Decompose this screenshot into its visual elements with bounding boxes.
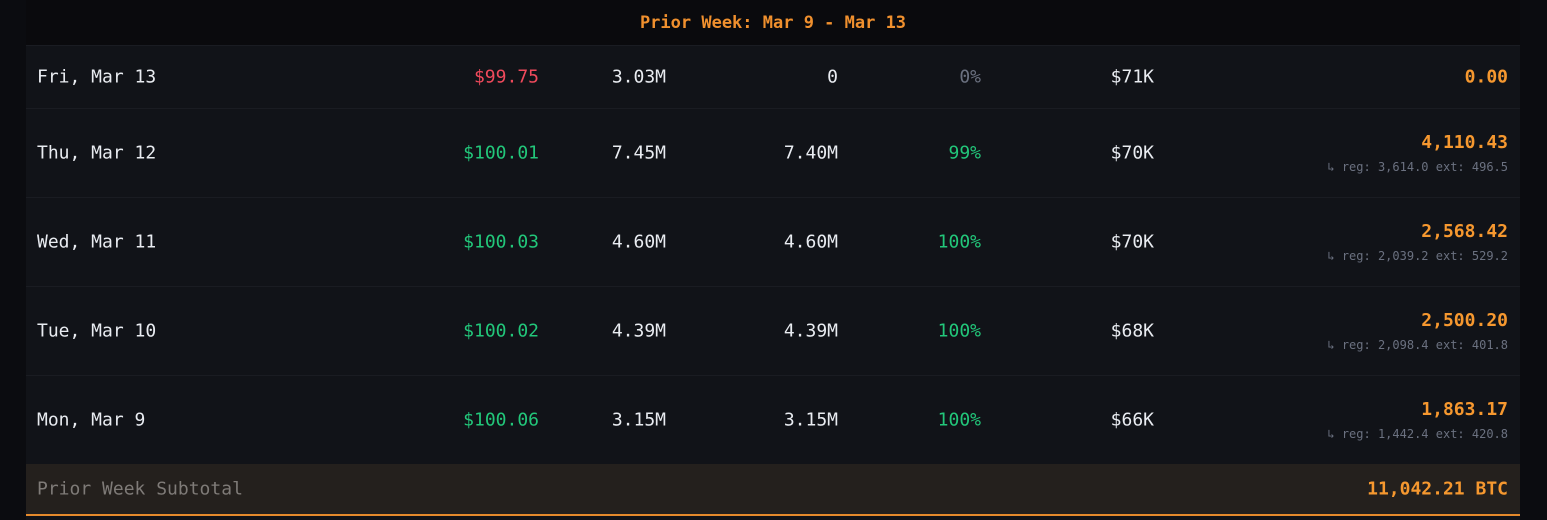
row-price: $100.01 [463,142,539,164]
row-btc-value: 4,110.43 [1421,132,1508,153]
row-volume: 7.45M [611,142,666,164]
row-volume: 4.60M [611,231,666,253]
subtotal-value: 11,042.21 BTC [1367,478,1508,500]
subtotal-row: Prior Week Subtotal 11,042.21 BTC [26,464,1520,516]
row-percent: 99% [948,142,981,164]
row-price: $100.06 [463,409,539,431]
table-row: Fri, Mar 13 $99.75 3.03M 0 0% $71K 0.00 [26,46,1520,109]
row-cap: $68K [1110,320,1154,342]
row-cap: $71K [1110,66,1154,88]
row-btc-detail: ↳ reg: 2,039.2 ext: 529.2 [1327,249,1508,263]
row-date: Wed, Mar 11 [37,231,157,253]
row-cap: $66K [1110,409,1154,431]
row-date: Thu, Mar 12 [37,142,157,164]
row-volume-2: 4.60M [783,231,838,253]
row-volume-2: 0 [827,66,838,88]
row-volume: 3.03M [611,66,666,88]
row-price: $100.02 [463,320,539,342]
row-btc-detail: ↳ reg: 1,442.4 ext: 420.8 [1327,427,1508,441]
weekly-table: Prior Week: Mar 9 - Mar 13 Fri, Mar 13 $… [26,0,1520,520]
row-price: $100.03 [463,231,539,253]
week-header: Prior Week: Mar 9 - Mar 13 [26,0,1520,46]
row-price: $99.75 [473,66,539,88]
row-volume-2: 4.39M [783,320,838,342]
row-percent: 100% [937,320,981,342]
row-volume-2: 3.15M [783,409,838,431]
row-btc: 0.00 [1465,67,1508,88]
row-btc: 2,568.42 ↳ reg: 2,039.2 ext: 529.2 [1327,221,1508,263]
table-row: Wed, Mar 11 $100.03 4.60M 4.60M 100% $70… [26,198,1520,287]
row-btc-value: 2,500.20 [1421,310,1508,331]
row-btc-value: 0.00 [1464,66,1508,88]
row-percent: 0% [959,66,981,88]
row-btc-detail: ↳ reg: 3,614.0 ext: 496.5 [1327,160,1508,174]
row-volume: 4.39M [611,320,666,342]
row-date: Mon, Mar 9 [37,409,146,431]
row-btc: 2,500.20 ↳ reg: 2,098.4 ext: 401.8 [1327,310,1508,352]
row-volume: 3.15M [611,409,666,431]
row-date: Fri, Mar 13 [37,66,157,88]
row-btc: 4,110.43 ↳ reg: 3,614.0 ext: 496.5 [1327,132,1508,174]
row-date: Tue, Mar 10 [37,320,157,342]
row-btc-detail: ↳ reg: 2,098.4 ext: 401.8 [1327,338,1508,352]
row-percent: 100% [937,231,981,253]
row-volume-2: 7.40M [783,142,838,164]
row-cap: $70K [1110,142,1154,164]
row-btc-value: 2,568.42 [1421,221,1508,242]
table-row: Thu, Mar 12 $100.01 7.45M 7.40M 99% $70K… [26,109,1520,198]
table-row: Mon, Mar 9 $100.06 3.15M 3.15M 100% $66K… [26,376,1520,465]
row-btc-value: 1,863.17 [1421,399,1508,420]
row-btc: 1,863.17 ↳ reg: 1,442.4 ext: 420.8 [1327,399,1508,441]
row-cap: $70K [1110,231,1154,253]
subtotal-label: Prior Week Subtotal [37,478,243,500]
table-row: Tue, Mar 10 $100.02 4.39M 4.39M 100% $68… [26,287,1520,376]
row-percent: 100% [937,409,981,431]
